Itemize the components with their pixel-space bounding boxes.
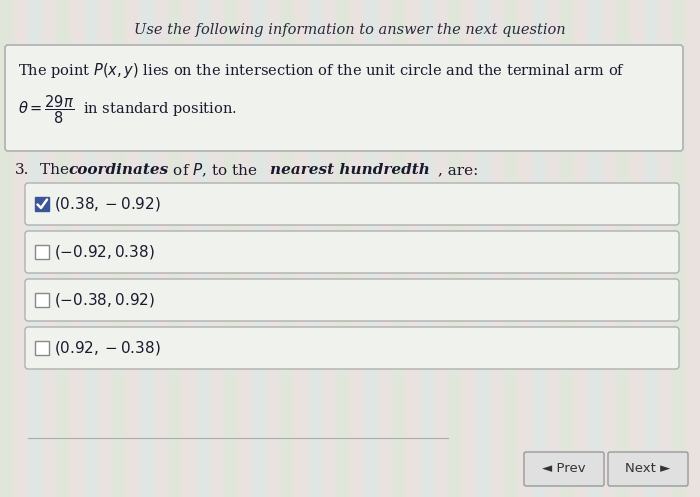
Bar (504, 0, 518, 497)
Text: Use the following information to answer the next question: Use the following information to answer … (134, 23, 566, 37)
Bar (462, 0, 476, 497)
Bar (182, 0, 196, 497)
FancyBboxPatch shape (35, 245, 49, 259)
Bar (546, 0, 560, 497)
Text: ◄ Prev: ◄ Prev (542, 463, 586, 476)
Bar (602, 0, 616, 497)
Bar (280, 0, 294, 497)
Bar (560, 0, 574, 497)
Bar (630, 0, 644, 497)
Bar (70, 0, 84, 497)
Bar (420, 0, 434, 497)
Text: $(0.92, -0.38)$: $(0.92, -0.38)$ (55, 339, 161, 357)
Bar (658, 0, 672, 497)
Text: $(-0.38, 0.92)$: $(-0.38, 0.92)$ (55, 291, 155, 309)
FancyBboxPatch shape (25, 231, 679, 273)
Text: of $P$, to the: of $P$, to the (168, 162, 258, 179)
Text: The: The (40, 163, 74, 177)
FancyBboxPatch shape (25, 183, 679, 225)
Bar (238, 0, 252, 497)
FancyBboxPatch shape (608, 452, 688, 486)
Bar (56, 0, 70, 497)
Text: The point $P(x, y)$ lies on the intersection of the unit circle and the terminal: The point $P(x, y)$ lies on the intersec… (18, 61, 625, 80)
Bar (0, 0, 14, 497)
Text: $\theta = \dfrac{29\pi}{8}$  in standard position.: $\theta = \dfrac{29\pi}{8}$ in standard … (18, 94, 237, 126)
Bar (308, 0, 322, 497)
Bar (490, 0, 504, 497)
Bar (266, 0, 280, 497)
Bar (28, 0, 42, 497)
Text: coordinates: coordinates (68, 163, 168, 177)
Bar (406, 0, 420, 497)
Bar (84, 0, 98, 497)
Bar (686, 0, 700, 497)
Bar (140, 0, 154, 497)
FancyBboxPatch shape (25, 279, 679, 321)
Bar (476, 0, 490, 497)
Bar (616, 0, 630, 497)
Bar (322, 0, 336, 497)
Bar (196, 0, 210, 497)
Text: $(0.38, -0.92)$: $(0.38, -0.92)$ (55, 195, 161, 213)
FancyBboxPatch shape (5, 45, 683, 151)
FancyBboxPatch shape (25, 327, 679, 369)
Bar (224, 0, 238, 497)
Bar (294, 0, 308, 497)
Bar (252, 0, 266, 497)
Text: $(-0.92, 0.38)$: $(-0.92, 0.38)$ (55, 243, 155, 261)
Bar (574, 0, 588, 497)
Bar (588, 0, 602, 497)
Bar (42, 0, 56, 497)
FancyBboxPatch shape (35, 341, 49, 355)
Bar (154, 0, 168, 497)
Bar (532, 0, 546, 497)
Bar (210, 0, 224, 497)
Text: , are:: , are: (438, 163, 478, 177)
Bar (378, 0, 392, 497)
Text: nearest hundredth: nearest hundredth (270, 163, 430, 177)
Bar (350, 0, 364, 497)
Bar (364, 0, 378, 497)
Bar (672, 0, 686, 497)
Bar (644, 0, 658, 497)
Bar (434, 0, 448, 497)
Text: Next ►: Next ► (625, 463, 671, 476)
Bar (126, 0, 140, 497)
Bar (518, 0, 532, 497)
FancyBboxPatch shape (524, 452, 604, 486)
Bar (14, 0, 28, 497)
Bar (336, 0, 350, 497)
FancyBboxPatch shape (35, 293, 49, 307)
Bar (112, 0, 126, 497)
Bar (98, 0, 112, 497)
Bar (392, 0, 406, 497)
Bar (448, 0, 462, 497)
FancyBboxPatch shape (35, 197, 49, 211)
Bar (168, 0, 182, 497)
Text: 3.: 3. (15, 163, 29, 177)
